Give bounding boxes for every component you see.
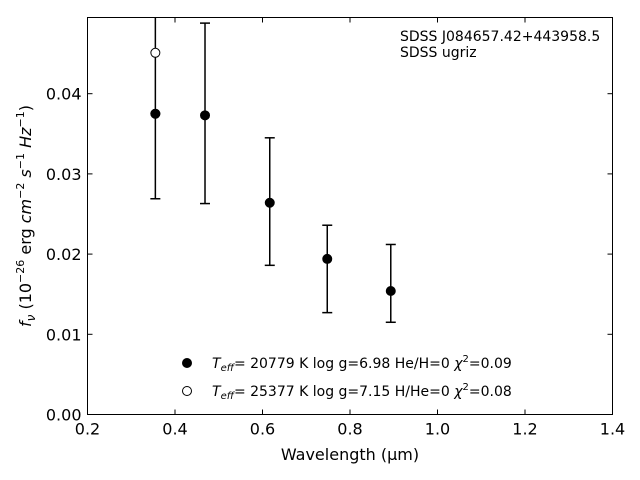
observed-point (264, 197, 275, 208)
x-tick-label: 0.6 (250, 420, 275, 439)
y-tick-label: 0.03 (46, 165, 82, 184)
x-tick-label: 0.4 (162, 420, 187, 439)
legend: Teff= 20779 K log g=6.98 He/H=0 χ2=0.09 … (182, 354, 512, 402)
observed-point (385, 285, 396, 296)
x-tick-label: 1.4 (600, 420, 625, 439)
legend-entry-2: Teff= 25377 K log g=7.15 H/He=0 χ2=0.08 (212, 382, 512, 402)
observed-point (200, 110, 211, 121)
annotation-line-2: SDSS ugriz (400, 45, 477, 61)
plot-frame (87, 17, 613, 415)
legend-marker-filled (182, 358, 192, 368)
legend-marker-open (182, 386, 192, 396)
y-tick-label: 0.04 (46, 85, 82, 104)
legend-entry-1: Teff= 20779 K log g=6.98 He/H=0 χ2=0.09 (212, 354, 512, 374)
x-tick-label: 1.2 (512, 420, 537, 439)
axis-ticks: 0.2 0.4 0.6 0.8 1.0 1.2 1.4 0.00 0.01 0.02 0.03 0.0… (46, 17, 625, 439)
annotation-line-1: SDSS J084657.42+443958.5 (400, 29, 600, 45)
model-point-filled (150, 108, 161, 119)
x-tick-label: 0.2 (75, 420, 100, 439)
observed-point (322, 253, 333, 264)
y-axis-label: fν (10−26 erg cm−2 s−1 Hz−1) (14, 105, 38, 327)
model-point-open (150, 47, 161, 58)
y-tick-label: 0.01 (46, 325, 82, 344)
x-tick-label: 0.8 (337, 420, 362, 439)
x-axis-label: Wavelength (μm) (281, 445, 419, 464)
y-tick-label: 0.02 (46, 245, 82, 264)
data-marks (150, 17, 396, 324)
x-tick-label: 1.0 (425, 420, 450, 439)
y-tick-label: 0.00 (46, 406, 82, 425)
